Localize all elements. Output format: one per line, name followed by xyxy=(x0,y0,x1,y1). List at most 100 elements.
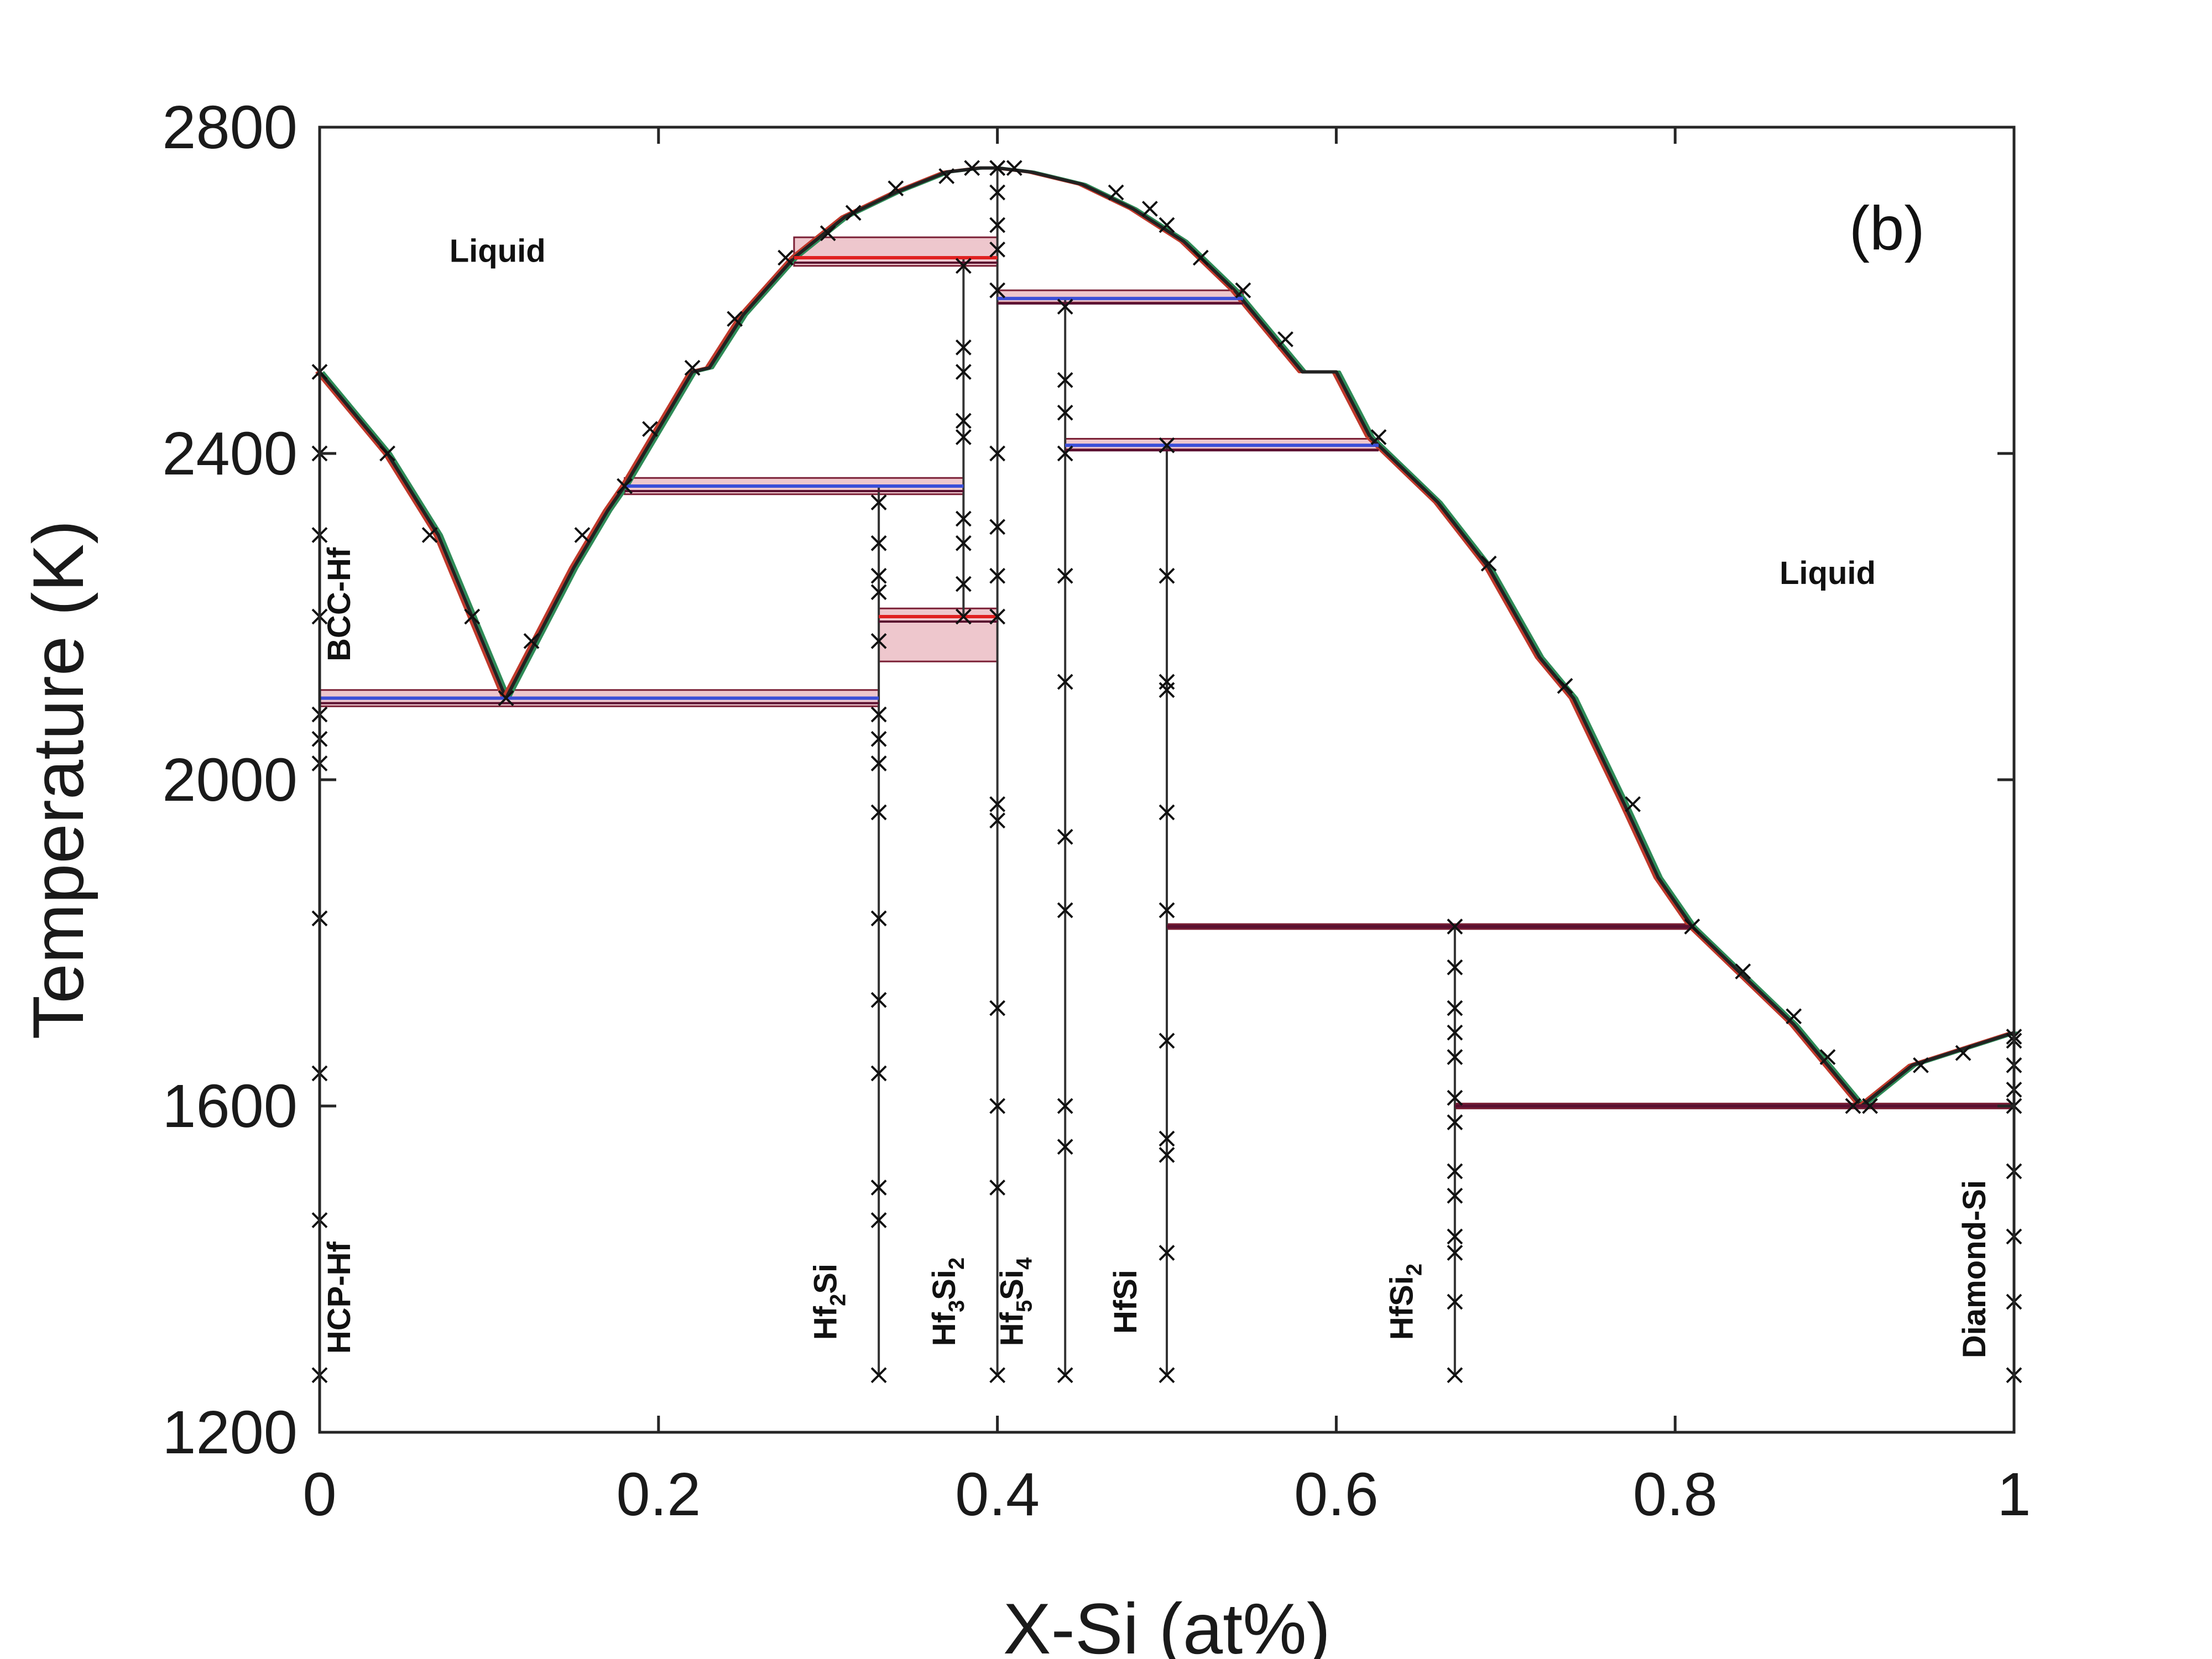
liquidus-marker-5 xyxy=(523,633,540,649)
liquidus-marker-2 xyxy=(421,527,438,543)
phase-marker-4-4 xyxy=(1057,828,1073,845)
phase-name-3: HCP-Hf xyxy=(321,1241,357,1354)
phase-marker-1-9 xyxy=(870,706,887,723)
phase-marker-1-3 xyxy=(870,1065,887,1082)
phase-marker-4-3 xyxy=(1057,902,1073,919)
liquidus-line-1-1 xyxy=(501,485,623,699)
phase-marker-2-1 xyxy=(955,576,972,592)
phase-marker-4-7 xyxy=(1057,445,1073,462)
liquidus-line-4-2 xyxy=(1233,289,1372,438)
liquidus-line-6-1 xyxy=(1688,925,1860,1107)
phase-marker-3-0 xyxy=(989,1367,1006,1384)
liquidus-marker-9 xyxy=(684,359,701,376)
liquidus-marker-27 xyxy=(1557,677,1573,694)
liquidus-marker-1 xyxy=(379,445,395,462)
liquidus-line-6-2 xyxy=(1691,925,1863,1107)
phase-marker-3-6 xyxy=(989,608,1006,625)
liquidus-line-7-0 xyxy=(1864,1031,2018,1107)
phase-marker-3-4 xyxy=(989,812,1006,829)
region-label-1: Liquid xyxy=(1780,555,1876,591)
compound-label-4: HfSi2 xyxy=(1384,1264,1426,1340)
y-tick-label-4: 2800 xyxy=(162,93,298,161)
phase-marker-5-10 xyxy=(1159,437,1175,453)
phase-marker-3-10 xyxy=(989,282,1006,299)
phase-marker-5-8 xyxy=(1159,674,1175,690)
liquidus-marker-11 xyxy=(778,249,794,266)
liquidus-marker-6 xyxy=(574,527,591,543)
liquidus-line-0-0 xyxy=(322,371,511,699)
phase-marker-1-12 xyxy=(870,567,887,584)
liquidus-line-1-2 xyxy=(504,485,626,699)
tie-band-4 xyxy=(997,289,1244,304)
x-tick-label-5: 1 xyxy=(1997,1460,2031,1528)
phase-marker-4-5 xyxy=(1057,674,1073,690)
phase-marker-3-12 xyxy=(989,217,1006,233)
phase-marker-1-0 xyxy=(870,1367,887,1384)
x-axis-title: X-Si (at%) xyxy=(1003,1588,1331,1659)
liquidus-marker-34 xyxy=(1862,1098,1878,1114)
liquidus-marker-19 xyxy=(1108,184,1124,201)
liquidus-marker-26 xyxy=(1480,555,1497,572)
liquidus-line-0-2 xyxy=(318,371,508,699)
liquidus-marker-35 xyxy=(1913,1057,1929,1073)
phase-marker-2-6 xyxy=(955,364,972,380)
phase-marker-1-13 xyxy=(870,535,887,551)
phase-marker-4-8 xyxy=(1057,404,1073,421)
phase-marker-2-8 xyxy=(955,258,972,274)
phase-marker-5-1 xyxy=(1159,1245,1175,1261)
phase-marker-6-10 xyxy=(1447,1000,1463,1016)
liquidus-marker-24 xyxy=(1277,331,1293,347)
phase-marker-6-2 xyxy=(1447,1245,1463,1261)
phase-name-2: BCC-Hf xyxy=(321,547,357,661)
data-markers xyxy=(311,160,2022,1384)
liquidus-line-2-2 xyxy=(623,257,796,487)
compound-label-part-2-0: Hf xyxy=(994,1312,1030,1346)
phase-marker-5-4 xyxy=(1159,1032,1175,1049)
x-tick-label-1: 0.2 xyxy=(616,1460,701,1528)
y-tick-label-3: 2400 xyxy=(162,420,298,488)
phase-marker-3-2 xyxy=(989,1098,1006,1114)
liquidus-marker-13 xyxy=(845,205,862,221)
compound-label-0: Hf2Si xyxy=(808,1264,851,1340)
liquidus-marker-18 xyxy=(1006,160,1022,176)
compound-label-part-4-1: 2 xyxy=(1402,1264,1426,1276)
compound-label-1: Hf3Si2 xyxy=(926,1258,969,1347)
liquidus-line-0-1 xyxy=(315,371,504,699)
compound-label-part-1-1: 3 xyxy=(945,1300,969,1312)
compound-label-part-1-0: Hf xyxy=(926,1312,962,1346)
phase-marker-1-6 xyxy=(870,804,887,821)
liquidus-marker-16 xyxy=(964,160,980,176)
phase-marker-2-7 xyxy=(955,339,972,356)
compound-label-part-3-0: HfSi xyxy=(1108,1270,1144,1334)
liquidus-line-5-0 xyxy=(1372,436,1697,927)
liquidus-marker-4 xyxy=(498,690,514,706)
phase-marker-6-0 xyxy=(1447,1367,1463,1384)
liquidus-line-5-2 xyxy=(1369,436,1694,928)
phase-name-4: Diamond-Si xyxy=(1957,1180,1992,1358)
phase-marker-4-10 xyxy=(1057,299,1073,315)
liquidus-curves xyxy=(315,166,2018,1108)
phase-marker-6-7 xyxy=(1447,1089,1463,1106)
compound-label-part-0-2: Si xyxy=(808,1264,844,1294)
phase-marker-3-3 xyxy=(989,1000,1006,1016)
compound-label-3: HfSi xyxy=(1108,1270,1144,1334)
liquidus-marker-28 xyxy=(1625,796,1641,812)
phase-marker-6-4 xyxy=(1447,1187,1463,1204)
panel-label: (b) xyxy=(1849,194,1925,263)
phase-marker-6-11 xyxy=(1447,959,1463,975)
liquidus-marker-15 xyxy=(938,168,955,184)
phase-marker-3-8 xyxy=(989,519,1006,535)
phase-marker-4-1 xyxy=(1057,1139,1073,1155)
phase-marker-4-2 xyxy=(1057,1098,1073,1114)
compound-label-part-0-0: Hf xyxy=(808,1306,844,1340)
y-tick-label-0: 1200 xyxy=(162,1399,298,1467)
liquidus-marker-8 xyxy=(642,421,658,437)
liquidus-line-6-0 xyxy=(1694,925,1866,1107)
liquidus-line-2-0 xyxy=(627,257,799,487)
phase-marker-6-1 xyxy=(1447,1293,1463,1310)
y-tick-label-1: 1600 xyxy=(162,1072,298,1140)
phase-marker-5-0 xyxy=(1159,1367,1175,1384)
compound-label-part-2-2: Si xyxy=(994,1270,1030,1300)
y-axis: 1200 1600 2000 2400 2800 xyxy=(162,93,2014,1467)
